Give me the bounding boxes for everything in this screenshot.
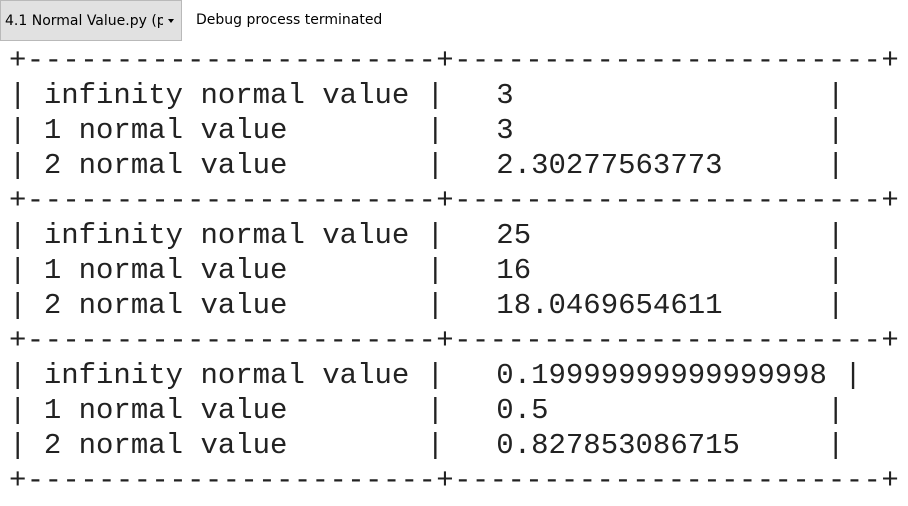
row-value: 0.19999999999999998 xyxy=(496,359,827,392)
row-value: 25 xyxy=(496,219,532,252)
row-value: 18.0469654611 xyxy=(496,289,723,322)
row-value: 0.827853086715 xyxy=(496,429,740,462)
debug-status-text: Debug process terminated xyxy=(196,12,383,28)
row-value: 3 xyxy=(496,79,514,112)
row-value: 0.5 xyxy=(496,394,549,427)
file-tab-select[interactable]: 4.1 Normal Value.py (p xyxy=(0,0,182,41)
row-label: 1 normal value xyxy=(43,254,288,287)
file-tab-label: 4.1 Normal Value.py (p xyxy=(5,12,163,29)
table-row: | infinity normal value | 0.199999999999… xyxy=(9,359,862,392)
chevron-down-icon[interactable] xyxy=(168,19,174,23)
row-label: 1 normal value xyxy=(43,114,288,147)
table-row: | infinity normal value | 3 | xyxy=(9,79,845,112)
table-border: +-----------------------+---------------… xyxy=(9,464,900,497)
table-border: +-----------------------+---------------… xyxy=(9,324,900,357)
row-value: 2.30277563773 xyxy=(496,149,723,182)
table-row: | 1 normal value | 3 | xyxy=(9,114,845,147)
row-value: 16 xyxy=(496,254,532,287)
row-label: infinity normal value xyxy=(43,359,410,392)
row-label: 1 normal value xyxy=(43,394,288,427)
table-row: | 1 normal value | 0.5 | xyxy=(9,394,845,427)
row-label: infinity normal value xyxy=(43,79,410,112)
table-row: | 2 normal value | 2.30277563773 | xyxy=(9,149,845,182)
toolbar: 4.1 Normal Value.py (p Debug process ter… xyxy=(0,0,908,42)
table-border: +-----------------------+---------------… xyxy=(9,44,900,77)
table-border: +-----------------------+---------------… xyxy=(9,184,900,217)
table-row: | 2 normal value | 0.827853086715 | xyxy=(9,429,845,462)
table-row: | 2 normal value | 18.0469654611 | xyxy=(9,289,845,322)
row-label: infinity normal value xyxy=(43,219,410,252)
table-row: | infinity normal value | 25 | xyxy=(9,219,845,252)
row-value: 3 xyxy=(496,114,514,147)
row-label: 2 normal value xyxy=(43,429,288,462)
row-label: 2 normal value xyxy=(43,149,288,182)
row-label: 2 normal value xyxy=(43,289,288,322)
table-row: | 1 normal value | 16 | xyxy=(9,254,845,287)
console-output: +-----------------------+---------------… xyxy=(9,43,899,498)
